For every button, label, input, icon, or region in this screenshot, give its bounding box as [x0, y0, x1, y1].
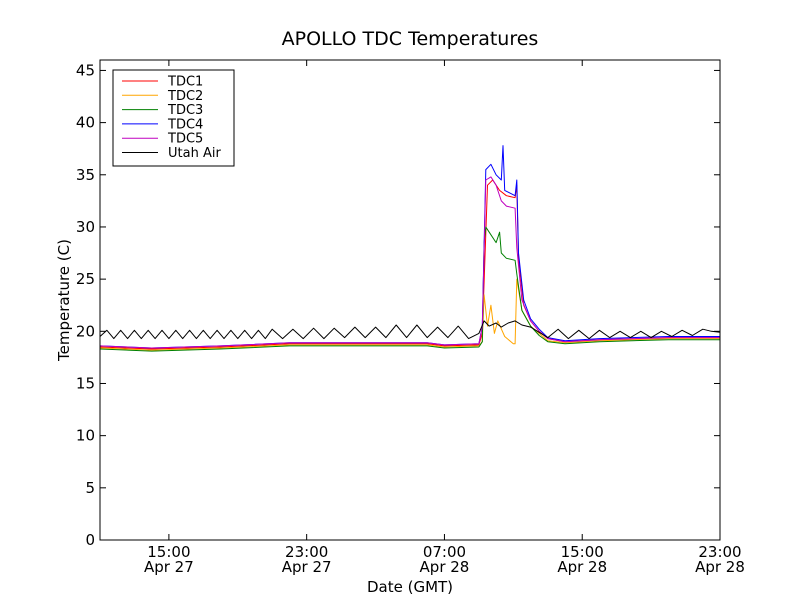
y-axis-label: Temperature (C) [55, 239, 73, 362]
y-tick-label-4: 20 [76, 322, 95, 340]
x-tick-time-2: 07:00 [423, 543, 466, 561]
chart-title: APOLLO TDC Temperatures [282, 28, 539, 50]
x-tick-date-1: Apr 27 [282, 558, 332, 576]
legend-label-utah-air: Utah Air [168, 146, 221, 161]
y-tick-label-5: 25 [76, 270, 95, 288]
y-tick-label-2: 10 [76, 427, 95, 445]
series-line-utah-air [99, 320, 721, 340]
y-tick-label-7: 35 [76, 166, 95, 184]
y-tick-label-8: 40 [76, 114, 95, 132]
y-tick-label-9: 45 [76, 61, 95, 79]
legend-label-tdc4: TDC4 [167, 117, 203, 132]
series-lines [99, 145, 721, 352]
series-line-tdc2 [99, 278, 720, 351]
y-tick-label-1: 5 [85, 479, 95, 497]
series-line-tdc3 [99, 226, 720, 352]
x-tick-date-2: Apr 28 [420, 558, 470, 576]
x-tick-time-0: 15:00 [147, 543, 190, 561]
legend-label-tdc5: TDC5 [167, 132, 203, 147]
y-tick-label-3: 15 [76, 374, 95, 392]
y-tick-label-0: 0 [85, 531, 95, 549]
x-axis-label: Date (GMT) [367, 578, 453, 596]
y-tick-label-6: 30 [76, 218, 95, 236]
x-tick-date-0: Apr 27 [144, 558, 194, 576]
legend-label-tdc2: TDC2 [167, 89, 203, 104]
legend-label-tdc3: TDC3 [167, 103, 203, 118]
x-tick-date-3: Apr 28 [557, 558, 607, 576]
plot-frame [99, 59, 721, 541]
x-tick-time-1: 23:00 [285, 543, 328, 561]
legend-box [112, 69, 235, 167]
series-line-tdc5 [99, 176, 720, 349]
x-tick-date-4: Apr 28 [695, 558, 745, 576]
x-tick-time-4: 23:00 [698, 543, 741, 561]
legend-label-tdc1: TDC1 [167, 75, 203, 90]
x-tick-time-3: 15:00 [561, 543, 604, 561]
